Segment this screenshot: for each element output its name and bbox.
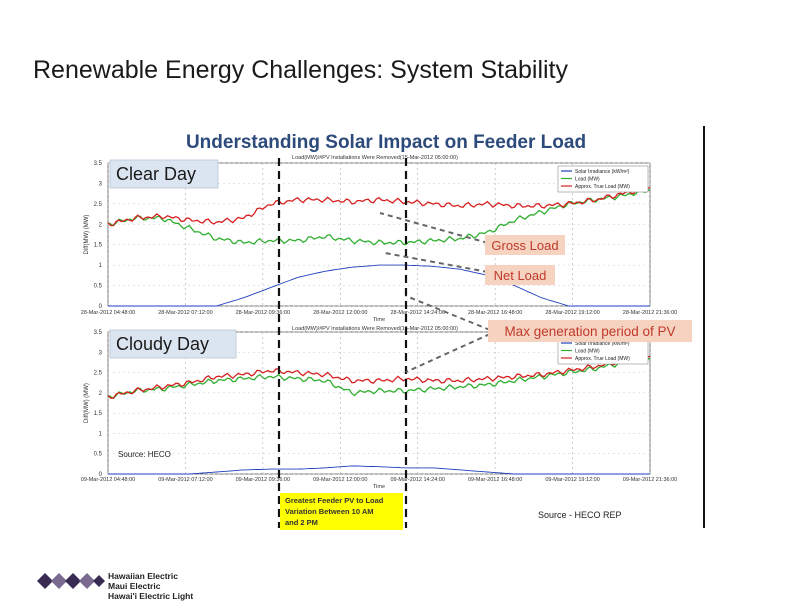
series-line-1 [108, 264, 650, 307]
series-line-1 [108, 465, 650, 475]
max-period-label: Max generation period of PV [504, 324, 675, 339]
logo-diamonds-icon [37, 573, 105, 589]
series-line-3 [107, 186, 651, 227]
series-line-2 [107, 356, 651, 400]
legend-entry: Load (MW) [575, 177, 600, 183]
legend-entry: Approx. True Load (MW) [575, 184, 630, 190]
max-period-arrow-top [405, 295, 491, 331]
y-tick-label: 2.5 [94, 202, 103, 208]
y-tick-label: 1 [99, 431, 103, 437]
x-tick-label: 28-Mar-2012 07:12:00 [158, 310, 212, 316]
y-tick-label: 3.5 [94, 161, 103, 167]
y-tick-label: 3 [99, 350, 103, 356]
logo-line-2: Maui Electric [108, 581, 161, 591]
x-axis-label: Time [373, 317, 385, 323]
y-tick-label: 1.5 [94, 411, 103, 417]
x-tick-label: 28-Mar-2012 09:36:00 [236, 310, 290, 316]
panel-label-box [109, 329, 237, 359]
legend-box [557, 165, 649, 193]
gross-load-label: Gross Load [491, 238, 558, 253]
y-tick-label: 0.5 [94, 452, 103, 458]
slide-title: Renewable Energy Challenges: System Stab… [33, 56, 568, 84]
y-tick-label: 1 [99, 263, 103, 269]
net-load-callout-box [485, 265, 555, 285]
panel-label: Cloudy Day [116, 334, 209, 354]
gross-load-arrow [379, 212, 489, 244]
legend-entry: Load (MW) [575, 349, 600, 355]
panel-label: Clear Day [116, 164, 196, 184]
highlight-line-2: Variation Between 10 AM [285, 507, 374, 516]
x-tick-label: 28-Mar-2012 19:12:00 [545, 310, 599, 316]
max-period-arrow-bottom [405, 333, 491, 373]
legend-entry: Approx. True Load (MW) [575, 356, 630, 362]
x-tick-label: 28-Mar-2012 16:48:00 [468, 310, 522, 316]
series-line-3 [107, 354, 651, 399]
highlight-line-1: Greatest Feeder PV to Load [285, 496, 384, 505]
highlight-line-3: and 2 PM [285, 518, 318, 527]
x-tick-label: 09-Mar-2012 14:24:00 [390, 477, 444, 483]
logo-line-1: Hawaiian Electric [108, 571, 178, 581]
net-load-label: Net Load [494, 268, 547, 283]
chart-title: Load(MW)/#PV Installations Were Removed(… [292, 155, 458, 161]
logo-line-3: Hawai'i Electric Light [108, 591, 194, 601]
source-rep-label: Source - HECO REP [538, 510, 622, 520]
clear-day-panel: 28-Mar-2012 04:48:00 28-Mar-2012 07:12:00… [81, 155, 677, 323]
y-tick-label: 3.5 [94, 330, 103, 336]
x-tick-label: 09-Mar-2012 04:48:00 [81, 477, 135, 483]
legend-entry: Solar Irradiance (kW/m²) [575, 341, 630, 347]
y-tick-label: 1.5 [94, 243, 103, 249]
y-tick-label: 3 [99, 181, 103, 187]
panel-label-box [109, 159, 219, 189]
cloudy-day-panel: 09-Mar-2012 04:48:00 09-Mar-2012 07:12:00… [81, 326, 677, 490]
x-tick-label: 09-Mar-2012 07:12:00 [158, 477, 212, 483]
y-tick-label: 0.5 [94, 284, 103, 290]
x-tick-label: 09-Mar-2012 12:00:00 [313, 477, 367, 483]
source-note-label: Source: HECO [118, 450, 171, 459]
chart-title: Load(MW)/#PV Installations Were Removed(… [292, 326, 458, 332]
x-tick-label: 09-Mar-2012 09:36:00 [236, 477, 290, 483]
x-tick-label: 28-Mar-2012 12:00:00 [313, 310, 367, 316]
max-period-callout-box [488, 320, 692, 342]
y-tick-label: 0 [99, 304, 103, 310]
highlight-box [280, 493, 403, 530]
x-tick-label: 09-Mar-2012 19:12:00 [545, 477, 599, 483]
legend-entry: Solar Irradiance (kW/m²) [575, 169, 630, 175]
y-tick-label: 2 [99, 391, 103, 397]
figure-heading: Understanding Solar Impact on Feeder Loa… [186, 132, 586, 153]
y-axis-label: Diff(MW) (MW) [84, 383, 90, 423]
y-tick-label: 0 [99, 472, 103, 478]
series-line-2 [107, 188, 651, 246]
x-axis-label: Time [373, 484, 385, 490]
callout-arrows [379, 212, 491, 373]
gross-load-callout-box [485, 235, 565, 255]
y-axis-label: Diff(MW) (MW) [84, 215, 90, 255]
x-tick-label: 28-Mar-2012 04:48:00 [81, 310, 135, 316]
x-tick-label: 09-Mar-2012 21:36:00 [623, 477, 677, 483]
x-tick-label: 28-Mar-2012 14:24:00 [390, 310, 444, 316]
company-logo [35, 568, 105, 603]
y-tick-label: 2 [99, 222, 103, 228]
x-tick-label: 09-Mar-2012 16:48:00 [468, 477, 522, 483]
y-tick-label: 2.5 [94, 371, 103, 377]
x-tick-label: 28-Mar-2012 21:36:00 [623, 310, 677, 316]
